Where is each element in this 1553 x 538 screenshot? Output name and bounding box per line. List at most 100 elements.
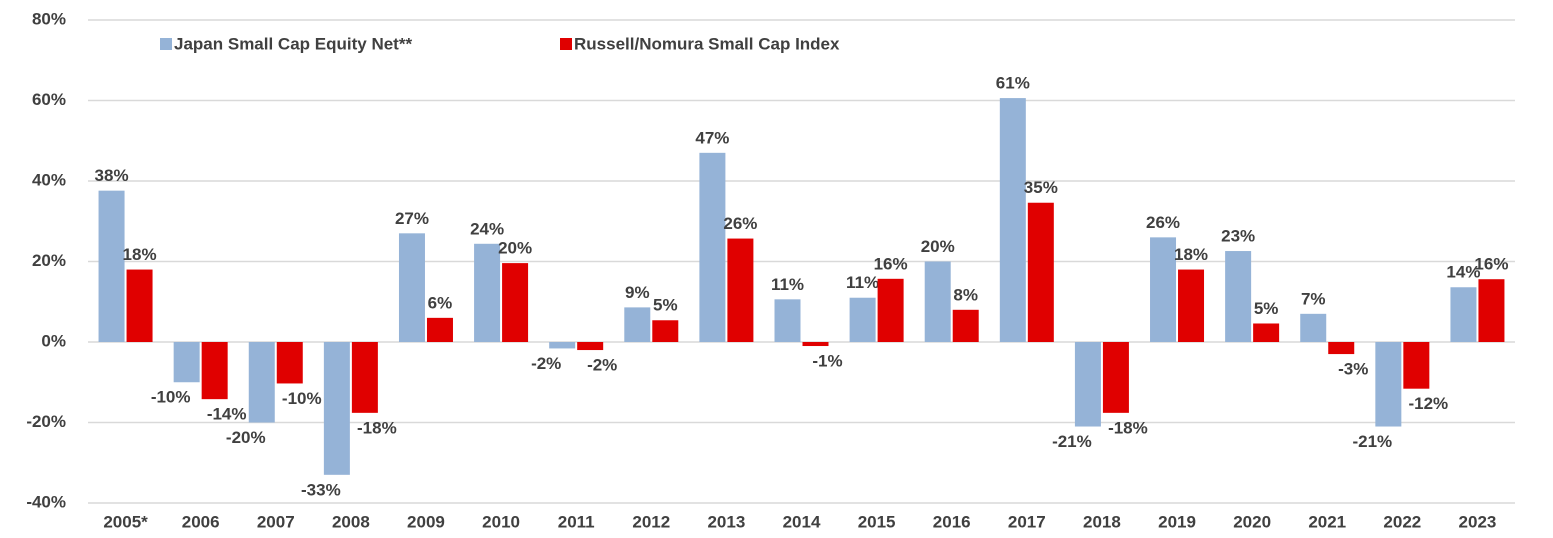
bar (802, 342, 829, 347)
bar (1375, 342, 1402, 427)
x-tick-label: 2011 (558, 512, 595, 531)
bar (276, 342, 303, 384)
bar (1450, 287, 1477, 342)
data-label: -10% (282, 389, 322, 408)
data-label: 14% (1446, 263, 1480, 282)
data-label: 5% (653, 296, 678, 315)
bar (877, 278, 904, 342)
x-tick-label: 2008 (332, 512, 370, 531)
x-tick-label: 2013 (707, 512, 745, 531)
data-label: -20% (226, 428, 266, 447)
bar (924, 261, 951, 342)
legend-swatch (560, 38, 572, 50)
y-tick-label: 80% (32, 9, 66, 28)
bar (999, 98, 1026, 343)
bar (1150, 237, 1177, 342)
data-label: -2% (587, 356, 617, 375)
data-label: 5% (1254, 299, 1279, 318)
data-label: -3% (1338, 360, 1368, 379)
bar (1328, 342, 1355, 355)
data-label: -21% (1052, 432, 1092, 451)
data-label: 18% (123, 245, 157, 264)
data-label: 11% (771, 275, 804, 294)
x-tick-label: 2017 (1008, 512, 1046, 531)
bar (1403, 342, 1430, 389)
bar (351, 342, 378, 413)
bar (474, 243, 501, 342)
data-label: -2% (531, 354, 561, 373)
x-tick-label: 2010 (482, 512, 520, 531)
x-tick-label: 2023 (1459, 512, 1497, 531)
data-label: -18% (1108, 418, 1148, 437)
data-label: 26% (723, 214, 757, 233)
bar (549, 342, 576, 349)
data-label: 16% (1474, 255, 1508, 274)
legend-label: Japan Small Cap Equity Net** (174, 34, 412, 53)
data-label: -21% (1352, 432, 1392, 451)
bar (248, 342, 275, 423)
x-tick-label: 2021 (1308, 512, 1346, 531)
bar (426, 317, 453, 342)
y-tick-label: -40% (26, 492, 66, 511)
data-label: 6% (428, 293, 453, 312)
bar (1027, 202, 1054, 342)
bar (201, 342, 228, 400)
data-label: -1% (812, 352, 842, 371)
data-label: -18% (357, 418, 397, 437)
bar (1102, 342, 1129, 413)
x-tick-label: 2016 (933, 512, 971, 531)
bar (1225, 251, 1252, 342)
bar (577, 342, 604, 351)
bar (502, 263, 529, 342)
x-tick-label: 2020 (1233, 512, 1271, 531)
data-label: 9% (625, 283, 650, 302)
data-label: 16% (874, 254, 908, 273)
data-label: -12% (1408, 394, 1448, 413)
x-tick-label: 2007 (257, 512, 295, 531)
data-label: -14% (207, 405, 247, 424)
bar (1478, 279, 1505, 342)
bar (173, 342, 200, 383)
legend-swatch (160, 38, 172, 50)
data-label: 47% (695, 128, 729, 147)
bar (652, 320, 679, 342)
bar (624, 307, 651, 342)
x-tick-label: 2019 (1158, 512, 1196, 531)
x-tick-label: 2015 (858, 512, 896, 531)
bar (849, 297, 876, 342)
bar (774, 299, 801, 342)
bar (699, 152, 726, 342)
data-label: 20% (921, 237, 955, 256)
data-label: 27% (395, 209, 429, 228)
bar (98, 190, 125, 342)
y-tick-label: 0% (41, 331, 66, 350)
legend-label: Russell/Nomura Small Cap Index (574, 34, 840, 53)
data-label: 26% (1146, 213, 1180, 232)
y-tick-label: 40% (32, 170, 66, 189)
x-tick-label: 2009 (407, 512, 445, 531)
y-tick-label: -20% (26, 412, 66, 431)
data-label: 18% (1174, 245, 1208, 264)
data-label: 24% (470, 219, 504, 238)
y-tick-label: 60% (32, 90, 66, 109)
bar (952, 309, 979, 342)
data-label: -33% (301, 480, 341, 499)
x-tick-label: 2012 (632, 512, 670, 531)
bar (1074, 342, 1101, 427)
bar (126, 269, 153, 342)
data-label: 23% (1221, 227, 1255, 246)
bar (1300, 313, 1327, 342)
bar (323, 342, 350, 475)
bar (1178, 269, 1205, 342)
data-label: 61% (996, 74, 1030, 93)
bar (1253, 323, 1280, 342)
data-label: 11% (846, 273, 879, 292)
bar (398, 233, 425, 342)
x-tick-label: 2005* (103, 512, 148, 531)
data-label: 7% (1301, 289, 1326, 308)
x-tick-label: 2022 (1383, 512, 1421, 531)
data-label: 35% (1024, 178, 1058, 197)
y-tick-label: 20% (32, 251, 66, 270)
x-tick-label: 2014 (783, 512, 821, 531)
